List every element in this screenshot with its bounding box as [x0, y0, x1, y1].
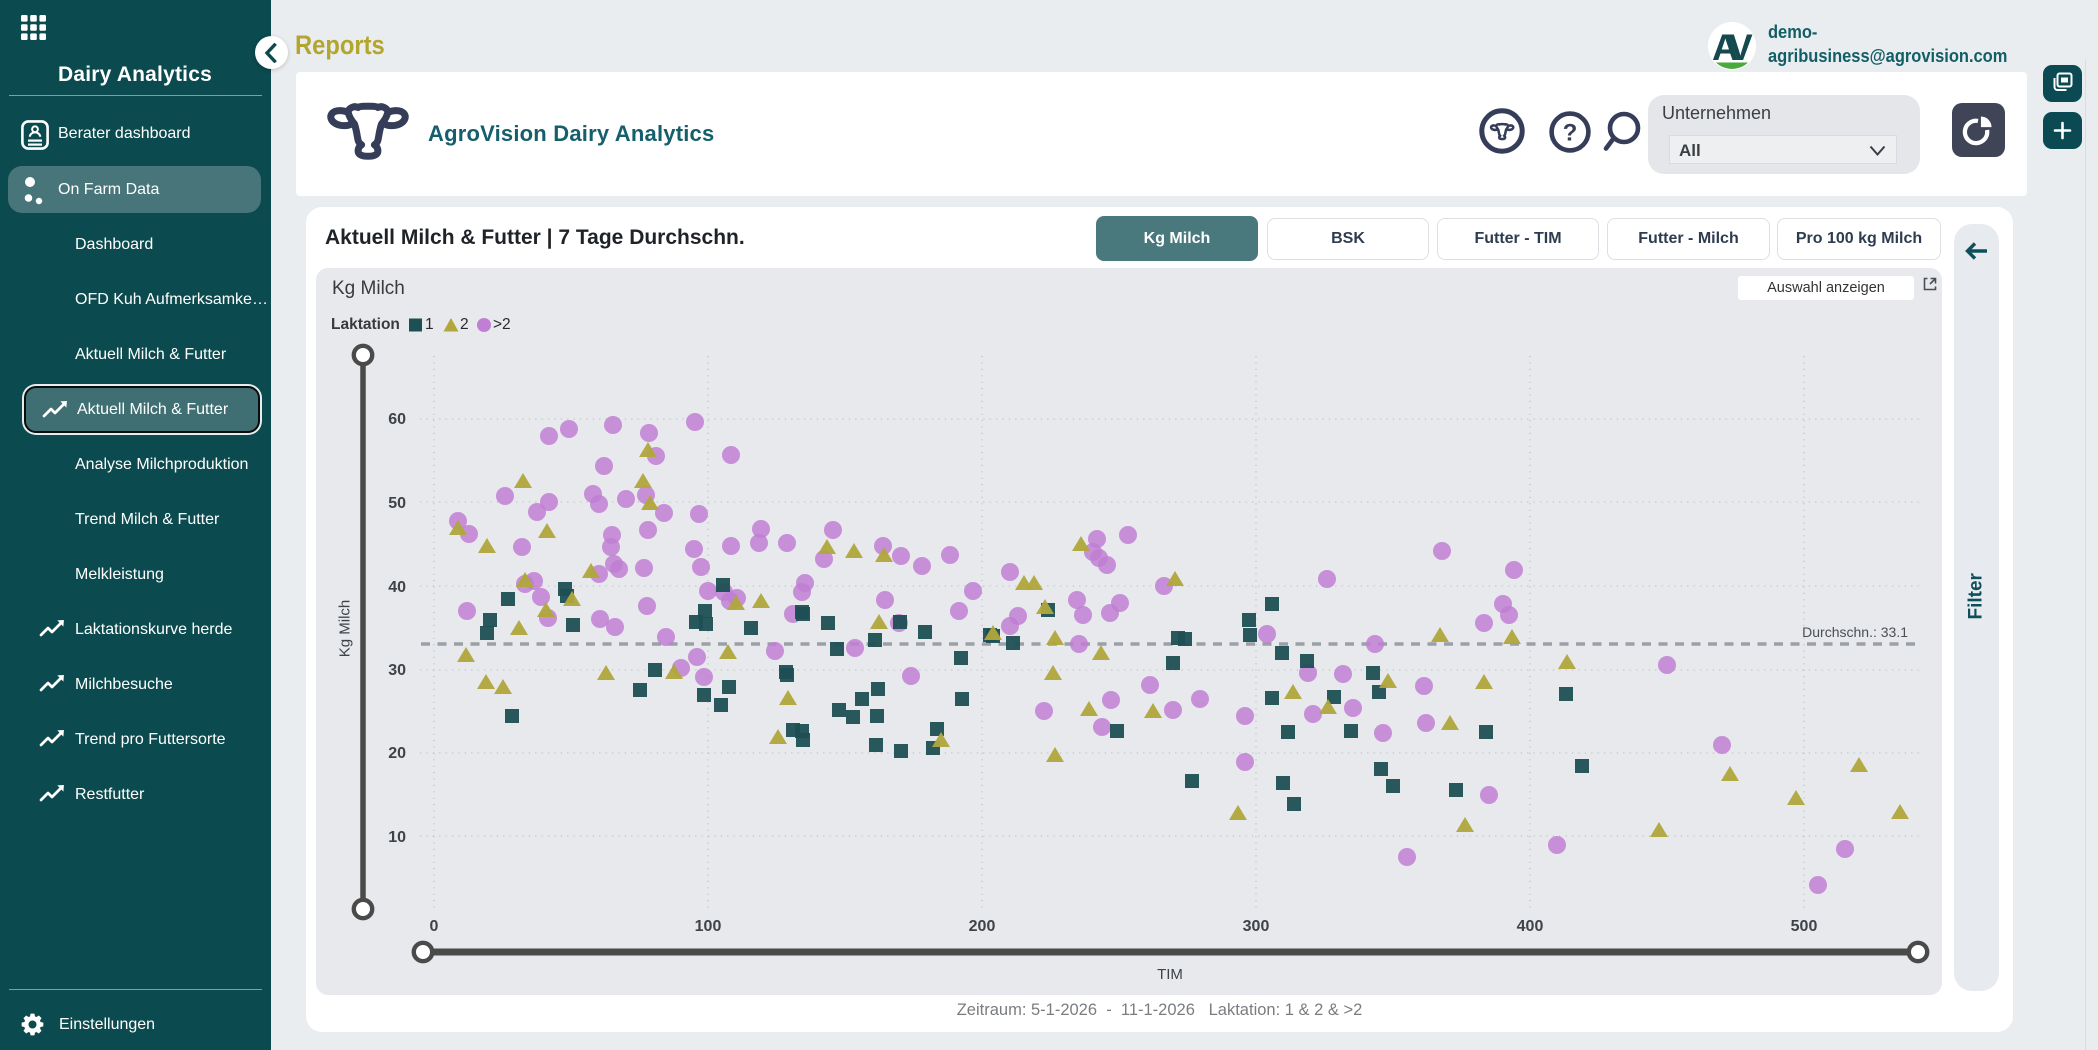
svg-text:0: 0: [430, 918, 439, 935]
svg-text:Durchschn.: 33.1: Durchschn.: 33.1: [1802, 624, 1908, 640]
svg-text:?: ?: [1563, 120, 1578, 147]
svg-text:400: 400: [1517, 918, 1544, 935]
svg-text:50: 50: [388, 495, 406, 512]
svg-text:30: 30: [388, 662, 406, 679]
svg-text:40: 40: [388, 579, 406, 596]
svg-text:20: 20: [388, 745, 406, 762]
svg-text:60: 60: [388, 411, 406, 428]
svg-text:100: 100: [695, 918, 722, 935]
svg-text:10: 10: [388, 829, 406, 846]
svg-text:500: 500: [1791, 918, 1818, 935]
svg-text:V: V: [1728, 27, 1753, 68]
svg-text:A: A: [1712, 27, 1739, 68]
svg-text:300: 300: [1243, 918, 1270, 935]
svg-text:200: 200: [969, 918, 996, 935]
